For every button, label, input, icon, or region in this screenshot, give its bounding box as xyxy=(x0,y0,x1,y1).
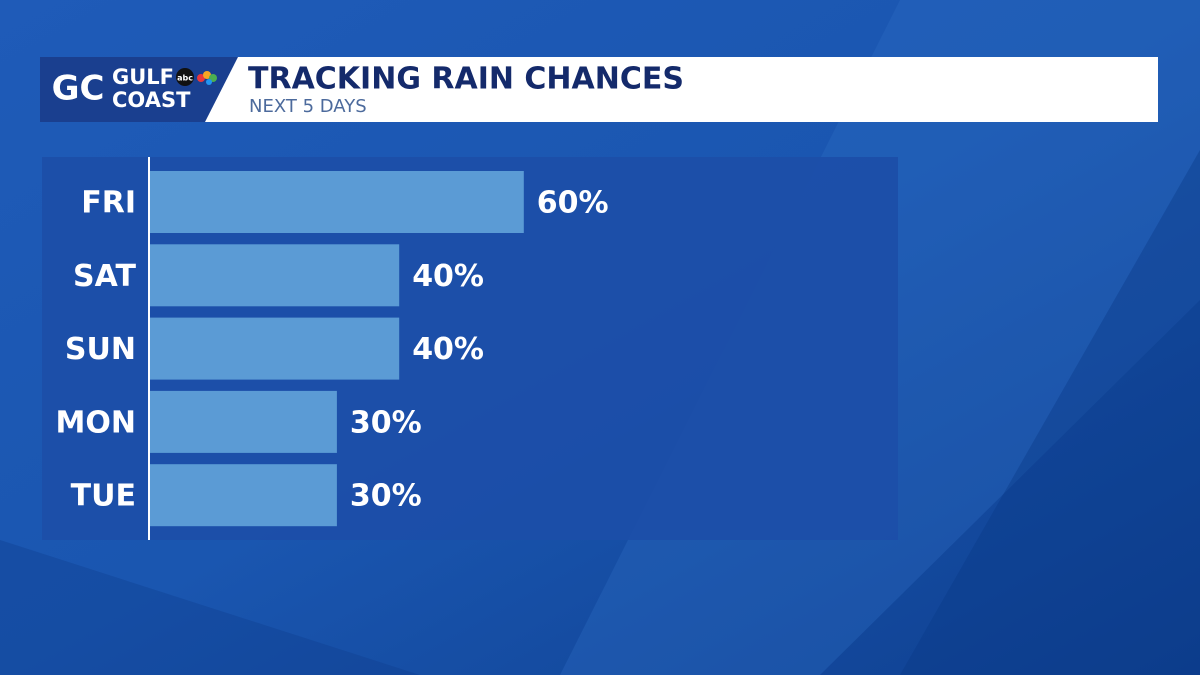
background-shape xyxy=(0,540,420,675)
category-label: SUN xyxy=(65,332,136,367)
network-logo-text: abc xyxy=(177,74,193,83)
bar xyxy=(150,390,337,453)
value-label: 30% xyxy=(350,479,422,514)
chart-subtitle: NEXT 5 DAYS xyxy=(249,96,367,117)
background-shape xyxy=(900,150,1200,675)
bar xyxy=(150,464,337,527)
logo-text: COAST xyxy=(112,88,191,112)
category-label: TUE xyxy=(71,479,136,514)
network-logo xyxy=(176,68,194,86)
peacock-logo xyxy=(197,71,217,85)
bar xyxy=(150,317,400,380)
value-label: 30% xyxy=(350,405,422,440)
value-label: 60% xyxy=(537,186,609,221)
category-label: FRI xyxy=(81,186,136,221)
logo-mark: GC xyxy=(52,69,105,109)
value-label: 40% xyxy=(412,332,484,367)
bar xyxy=(150,171,524,233)
bar xyxy=(150,244,400,307)
value-label: 40% xyxy=(412,259,484,294)
logo-text: GULF xyxy=(112,65,174,89)
chart-title: TRACKING RAIN CHANCES xyxy=(248,62,684,97)
category-label: SAT xyxy=(73,259,136,294)
category-label: MON xyxy=(56,405,136,440)
